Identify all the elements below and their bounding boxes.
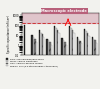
- Bar: [24, 25, 25, 89]
- Bar: [58, 33, 60, 89]
- Bar: [70, 28, 72, 89]
- Bar: [72, 30, 73, 89]
- Bar: [49, 42, 51, 89]
- Bar: [43, 37, 44, 89]
- Bar: [55, 28, 57, 89]
- Bar: [81, 43, 82, 89]
- Bar: [86, 31, 87, 89]
- Bar: [57, 30, 58, 89]
- Bar: [54, 26, 55, 89]
- Bar: [46, 39, 48, 89]
- Bar: [36, 42, 37, 89]
- Bar: [42, 34, 43, 89]
- Bar: [33, 37, 34, 89]
- Bar: [34, 39, 36, 89]
- Bar: [40, 33, 42, 89]
- Bar: [92, 37, 93, 89]
- Bar: [66, 45, 67, 89]
- Bar: [84, 29, 86, 89]
- Bar: [94, 40, 96, 89]
- Bar: [88, 36, 90, 89]
- Y-axis label: Specific capacitance (mF/cm²): Specific capacitance (mF/cm²): [7, 15, 11, 53]
- Bar: [64, 42, 66, 89]
- Text: Macroscopic electrode: Macroscopic electrode: [41, 9, 87, 13]
- Bar: [78, 39, 79, 89]
- Bar: [39, 30, 40, 89]
- Bar: [93, 39, 94, 89]
- Legend: RGO: reduced graphene oxide, MnO₂: carbon nanotubes, CDC: carbide-derived carbon: RGO: reduced graphene oxide, MnO₂: carbo…: [6, 58, 58, 67]
- Bar: [22, 13, 99, 23]
- Bar: [96, 43, 97, 89]
- Bar: [69, 26, 70, 89]
- Bar: [73, 33, 75, 89]
- Bar: [87, 33, 88, 89]
- Bar: [51, 45, 52, 89]
- Bar: [76, 37, 78, 89]
- Bar: [79, 41, 81, 89]
- Bar: [48, 40, 49, 89]
- Bar: [63, 40, 64, 89]
- Bar: [31, 35, 33, 89]
- Bar: [61, 38, 63, 89]
